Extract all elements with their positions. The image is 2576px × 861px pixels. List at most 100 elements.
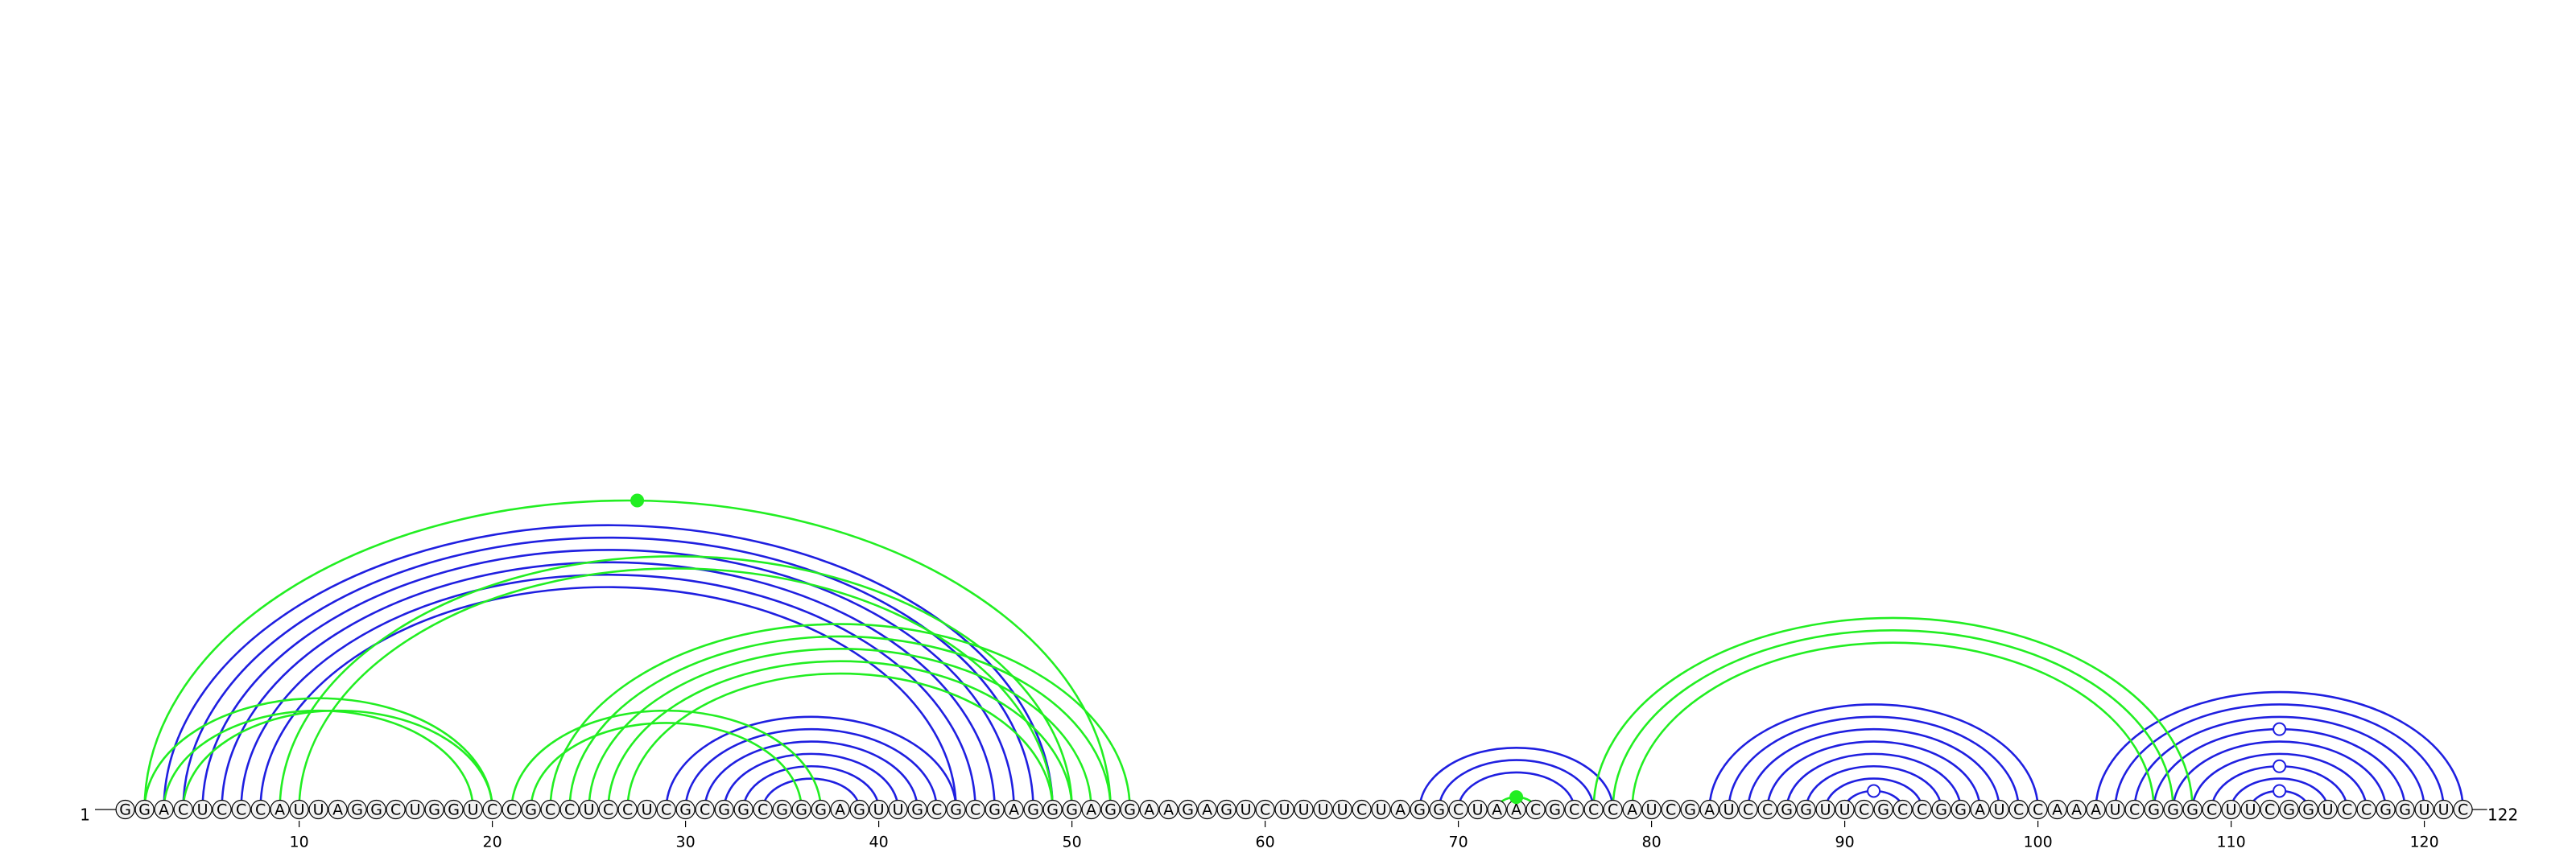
nucleotide-letter: U: [1839, 801, 1851, 819]
nucleotide-38: A: [830, 799, 850, 820]
nucleotide-letter: A: [1086, 801, 1096, 819]
tick-label-10: 10: [290, 834, 309, 851]
nucleotide-circle: [772, 799, 792, 820]
nucleotide-circle: [2105, 799, 2125, 820]
nucleotide-74: C: [1525, 799, 1546, 820]
nucleotide-54: A: [1139, 799, 1159, 820]
nucleotide-circle: [270, 799, 290, 820]
marker-5: [2273, 759, 2287, 773]
nucleotide-letter: C: [1917, 801, 1927, 819]
nucleotide-5: U: [192, 799, 213, 820]
nucleotide-letter: G: [2167, 801, 2179, 819]
nucleotide-letter: C: [2361, 801, 2372, 819]
nucleotide-116: C: [2337, 799, 2357, 820]
nucleotide-circle: [985, 799, 1005, 820]
nucleotide-circle: [2376, 799, 2396, 820]
nucleotide-circle: [1931, 799, 1951, 820]
nucleotide-51: A: [1081, 799, 1101, 820]
nucleotide-88: G: [1796, 799, 1816, 820]
nucleotide-letter: U: [294, 801, 305, 819]
nucleotide-letter: U: [468, 801, 479, 819]
nucleotide-77: C: [1583, 799, 1604, 820]
nucleotide-letter: A: [1627, 801, 1637, 819]
nucleotide-letter: G: [815, 801, 827, 819]
nucleotide-96: G: [1951, 799, 1971, 820]
arc-86-97: [1766, 740, 1981, 810]
nucleotide-63: U: [1313, 799, 1333, 820]
nucleotide-circle: [1236, 799, 1256, 820]
nucleotide-circle: [1448, 799, 1468, 820]
arc-88-95: [1805, 764, 1942, 810]
nucleotide-69: G: [1429, 799, 1449, 820]
nucleotide-circle: [2086, 799, 2106, 820]
nucleotide-circle: [1178, 799, 1198, 820]
arc-70-76: [1457, 771, 1575, 810]
nucleotide-17: G: [424, 799, 444, 820]
nucleotide-letter: G: [138, 801, 151, 819]
nucleotide-90: U: [1835, 799, 1855, 820]
nucleotide-letter: C: [603, 801, 613, 819]
nucleotide-letter: G: [1027, 801, 1039, 819]
nucleotide-circle: [1815, 799, 1835, 820]
nucleotide-98: U: [1989, 799, 2009, 820]
nucleotide-26: C: [598, 799, 618, 820]
nucleotide-circle: [1216, 799, 1236, 820]
arc-68-78: [1418, 746, 1614, 810]
nucleotide-letter: G: [718, 801, 730, 819]
nucleotide-letter: C: [255, 801, 266, 819]
nucleotide-circle: [1583, 799, 1604, 820]
nucleotide-circle: [482, 799, 502, 820]
nucleotide-121: U: [2434, 799, 2454, 820]
nucleotide-circle: [328, 799, 348, 820]
nucleotide-112: C: [2260, 799, 2280, 820]
arc-23-53: [549, 623, 1131, 810]
nucleotide-18: G: [444, 799, 464, 820]
nucleotide-43: C: [927, 799, 947, 820]
nucleotide-94: C: [1912, 799, 1932, 820]
nucleotide-circle: [1912, 799, 1932, 820]
nucleotide-circle: [2163, 799, 2183, 820]
nucleotide-letter: U: [642, 801, 653, 819]
nucleotide-35: G: [772, 799, 792, 820]
arc-21-37: [510, 709, 822, 810]
nucleotide-letter: A: [2052, 801, 2062, 819]
nucleotide-circle: [1641, 799, 1662, 820]
nucleotide-letter: G: [853, 801, 865, 819]
nucleotide-circle: [1757, 799, 1777, 820]
arc-10-49: [298, 567, 1054, 810]
nucleotide-107: G: [2163, 799, 2183, 820]
arc-105-120: [2133, 715, 2425, 810]
nucleotide-letter: G: [911, 801, 923, 819]
nucleotide-circle: [1390, 799, 1410, 820]
nucleotide-100: C: [2028, 799, 2048, 820]
nucleotide-letter: U: [1298, 801, 1310, 819]
nucleotide-circle: [830, 799, 850, 820]
nucleotide-108: G: [2182, 799, 2202, 820]
marker-4: [2273, 784, 2287, 798]
nucleotide-97: A: [1970, 799, 1990, 820]
nucleotide-50: G: [1062, 799, 1082, 820]
nucleotide-letter: G: [2302, 801, 2314, 819]
nucleotide-circle: [2240, 799, 2260, 820]
nucleotide-93: C: [1893, 799, 1913, 820]
nucleotide-letter: C: [217, 801, 227, 819]
nucleotide-letter: U: [1994, 801, 2005, 819]
nucleotide-13: G: [347, 799, 367, 820]
nucleotide-circle: [231, 799, 251, 820]
nucleotide-15: C: [386, 799, 406, 820]
nucleotide-letter: U: [1337, 801, 1348, 819]
nucleotide-113: G: [2279, 799, 2299, 820]
nucleotide-1: G: [115, 799, 135, 820]
nucleotide-40: U: [869, 799, 889, 820]
nucleotide-circle: [849, 799, 869, 820]
nucleotide-28: U: [637, 799, 657, 820]
nucleotide-circle: [733, 799, 753, 820]
nucleotide-119: G: [2395, 799, 2415, 820]
nucleotide-letter: C: [622, 801, 633, 819]
nucleotide-circle: [1410, 799, 1430, 820]
nucleotide-letter: G: [1877, 801, 1889, 819]
nucleotide-letter: C: [1859, 801, 1869, 819]
tick-label-70: 70: [1449, 834, 1468, 851]
nucleotide-circle: [1777, 799, 1797, 820]
